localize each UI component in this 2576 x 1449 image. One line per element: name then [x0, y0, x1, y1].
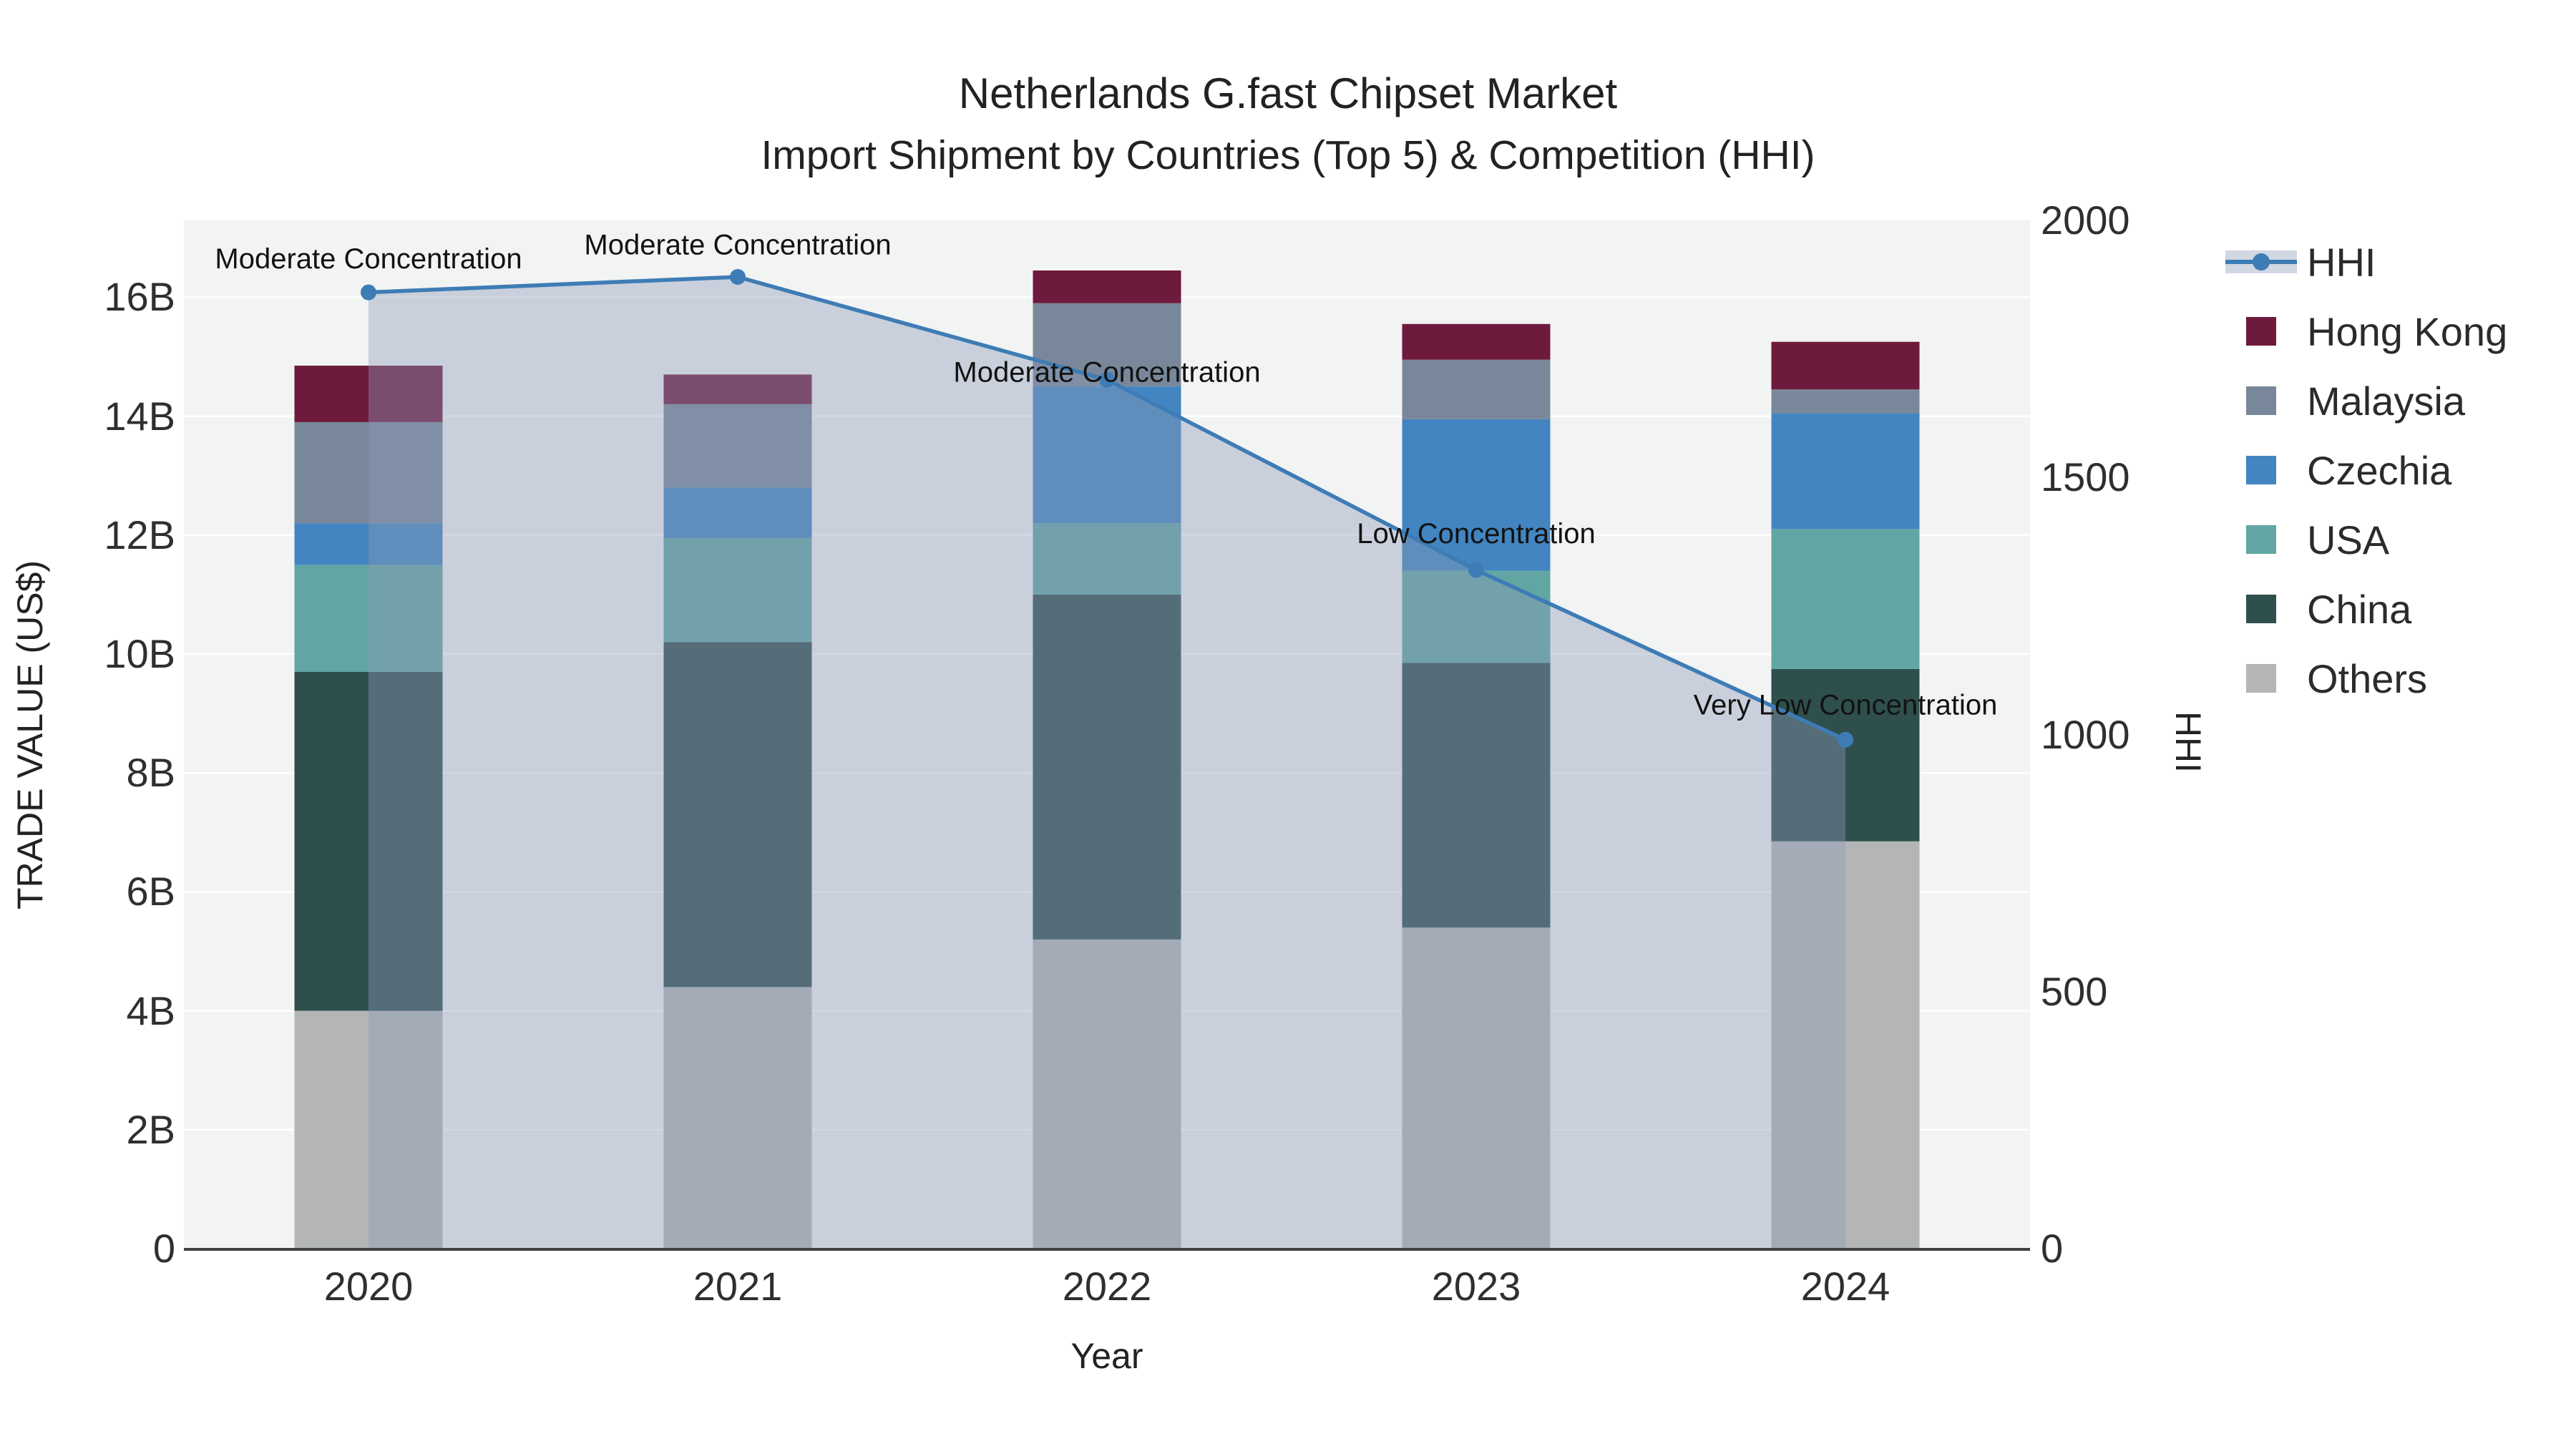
- y-left-tick-14B: 14B: [104, 393, 175, 439]
- x-tick-2021: 2021: [693, 1264, 783, 1309]
- bar-segment-others-2021: [663, 987, 812, 1249]
- legend-label-others: Others: [2307, 655, 2428, 701]
- hhi-marker-2023: [1468, 562, 1484, 578]
- legend-label-czechia: Czechia: [2307, 447, 2452, 493]
- legend-swatch-box-czechia: [2224, 444, 2298, 496]
- legend-swatch-box-china: [2224, 583, 2298, 635]
- y-right-tick-1500: 1500: [2041, 454, 2130, 500]
- bar-segment-china-2022: [1033, 594, 1181, 940]
- color-swatch-malaysia: [2246, 386, 2276, 415]
- annotation-moderate-concentration-2020: Moderate Concentration: [215, 243, 522, 275]
- color-swatch-china: [2246, 595, 2276, 623]
- y-left-tick-10B: 10B: [104, 631, 175, 676]
- bar-segment-malaysia-2020: [294, 421, 443, 524]
- y-left-tick-0: 0: [152, 1226, 175, 1271]
- legend-label-malaysia: Malaysia: [2307, 378, 2465, 424]
- bar-segment-hong-kong-2024: [1771, 341, 1920, 390]
- bar-segment-hong-kong-2021: [663, 374, 812, 404]
- hhi-marker-2020: [361, 284, 376, 301]
- legend: HHI Hong Kong Malaysia Czechia USA China Other…: [2224, 236, 2567, 722]
- legend-label-hhi: HHI: [2307, 239, 2376, 285]
- hhi-marker-2022: [1099, 371, 1115, 388]
- legend-swatch-box-others: [2224, 653, 2298, 704]
- color-swatch-others: [2246, 664, 2276, 693]
- bar-segment-china-2023: [1402, 663, 1551, 928]
- chart-title: Netherlands G.fast Chipset Market: [958, 69, 1618, 117]
- x-axis-line: [184, 1248, 2030, 1251]
- y-left-tick-8B: 8B: [126, 750, 176, 796]
- y-left-tick-2B: 2B: [126, 1106, 176, 1152]
- legend-swatch-box-usa: [2224, 514, 2298, 565]
- legend-item-hhi[interactable]: HHI: [2224, 236, 2567, 288]
- bar-segment-malaysia-2024: [1771, 389, 1920, 414]
- bar-segment-usa-2021: [663, 538, 812, 643]
- bar-segment-usa-2022: [1033, 523, 1181, 595]
- y-axis-left-title: TRADE VALUE (US$): [10, 560, 50, 910]
- annotation-moderate-concentration-2021: Moderate Concentration: [584, 230, 891, 261]
- y-left-tick-16B: 16B: [104, 274, 175, 320]
- annotation-very-low-concentration-2024: Very Low Concentration: [1694, 689, 1998, 721]
- y-left-tick-4B: 4B: [126, 987, 176, 1033]
- bar-segment-malaysia-2023: [1402, 359, 1551, 419]
- hhi-marker-2024: [1838, 731, 1853, 748]
- chart-canvas: Moderate Concentration Moderate Concentra…: [184, 230, 2030, 1249]
- x-tick-2024: 2024: [1800, 1264, 1890, 1309]
- bar-segment-hong-kong-2022: [1033, 270, 1181, 303]
- y-axis-right-title: HHI: [2168, 711, 2208, 774]
- y-right-tick-2000: 2000: [2041, 197, 2130, 243]
- bar-segment-china-2024: [1771, 668, 1920, 841]
- y-right-tick-0: 0: [2041, 1226, 2064, 1271]
- bar-segment-others-2022: [1033, 939, 1181, 1249]
- bar-segment-others-2024: [1771, 841, 1920, 1249]
- color-swatch-czechia: [2246, 456, 2276, 484]
- x-tick-2020: 2020: [323, 1264, 414, 1309]
- bar-segment-others-2020: [294, 1010, 443, 1249]
- bar-segment-czechia-2020: [294, 523, 443, 565]
- y-left-tick-12B: 12B: [104, 512, 175, 557]
- bar-segment-usa-2020: [294, 565, 443, 672]
- x-tick-2022: 2022: [1062, 1264, 1152, 1309]
- hhi-fill-swatch: [2225, 250, 2297, 273]
- bar-segment-czechia-2024: [1771, 413, 1920, 530]
- legend-item-hong-kong[interactable]: Hong Kong: [2224, 306, 2567, 357]
- chart-subtitle: Import Shipment by Countries (Top 5) & C…: [761, 132, 1815, 178]
- hhi-line-legend-icon: [2224, 236, 2298, 288]
- legend-item-china[interactable]: China: [2224, 583, 2567, 635]
- color-swatch-hong-kong: [2246, 317, 2276, 346]
- legend-item-usa[interactable]: USA: [2224, 514, 2567, 565]
- legend-label-hong-kong: Hong Kong: [2307, 308, 2508, 354]
- bar-segment-czechia-2022: [1033, 386, 1181, 524]
- bar-segment-china-2020: [294, 671, 443, 1011]
- annotation-moderate-concentration-2022: Moderate Concentration: [953, 356, 1260, 388]
- color-swatch-usa: [2246, 525, 2276, 554]
- legend-item-malaysia[interactable]: Malaysia: [2224, 375, 2567, 426]
- x-axis-title: Year: [1070, 1336, 1143, 1376]
- legend-item-others[interactable]: Others: [2224, 653, 2567, 704]
- bar-segment-hong-kong-2020: [294, 366, 443, 422]
- legend-label-usa: USA: [2307, 517, 2390, 562]
- x-tick-2023: 2023: [1431, 1264, 1521, 1309]
- plot-area: Moderate Concentration Moderate Concentra…: [184, 220, 2030, 1249]
- hhi-marker-swatch: [2253, 253, 2270, 270]
- hhi-area-fill: [369, 277, 1845, 1249]
- bar-segment-china-2021: [663, 642, 812, 987]
- legend-label-china: China: [2307, 586, 2412, 632]
- y-right-tick-1000: 1000: [2041, 711, 2130, 757]
- legend-swatch-box-hong-kong: [2224, 306, 2298, 357]
- legend-swatch-box-malaysia: [2224, 375, 2298, 426]
- annotation-low-concentration-2023: Low Concentration: [1357, 518, 1596, 550]
- bar-segment-usa-2024: [1771, 529, 1920, 669]
- bar-segment-hong-kong-2023: [1402, 323, 1551, 360]
- hhi-marker-2021: [730, 269, 746, 285]
- bar-segment-malaysia-2021: [663, 404, 812, 488]
- y-right-tick-500: 500: [2041, 968, 2108, 1014]
- legend-item-czechia[interactable]: Czechia: [2224, 444, 2567, 496]
- y-left-tick-6B: 6B: [126, 869, 176, 914]
- bar-segment-others-2023: [1402, 927, 1551, 1249]
- bar-segment-czechia-2021: [663, 487, 812, 538]
- bar-segment-usa-2023: [1402, 570, 1551, 663]
